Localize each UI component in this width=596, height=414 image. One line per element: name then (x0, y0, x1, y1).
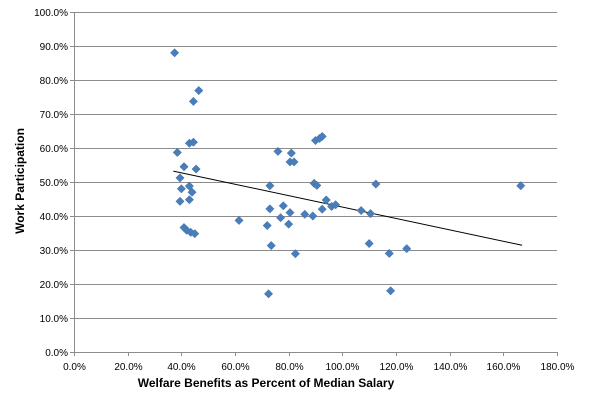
data-point (191, 164, 201, 174)
y-tick-labels: 0.0% 10.0% 20.0% 30.0% 40.0% 50.0% 60.0% 70.0% 8… (34, 8, 68, 359)
y-tick-label: 70.0% (40, 110, 68, 121)
data-point (263, 289, 274, 299)
data-point (308, 211, 318, 221)
axes (70, 12, 558, 356)
x-tick-label: 160.0% (487, 362, 521, 373)
y-tick-label: 50.0% (40, 178, 68, 189)
x-tick-label: 140.0% (434, 362, 468, 373)
data-point (234, 215, 244, 225)
data-point (190, 229, 200, 239)
data-point (290, 249, 300, 259)
y-tick-label: 90.0% (40, 42, 68, 53)
data-point (188, 96, 198, 106)
y-tick-label: 30.0% (40, 246, 68, 257)
data-point (285, 208, 295, 218)
data-point (384, 248, 394, 258)
x-tick-label: 60.0% (221, 362, 249, 373)
data-point (278, 201, 288, 211)
data-point (300, 209, 310, 219)
data-point (265, 181, 275, 191)
data-point (364, 238, 374, 249)
x-tick-labels: 0.0% 20.0% 40.0% 60.0% 80.0% 100.0% 120.0% 140.… (63, 362, 574, 373)
x-axis-title: Welfare Benefits as Percent of Median Sa… (138, 376, 395, 390)
data-point (371, 179, 381, 189)
y-axis-title: Work Participation (13, 128, 27, 234)
x-tick-label: 100.0% (326, 362, 360, 373)
y-tick-label: 10.0% (40, 314, 68, 325)
x-tick-label: 80.0% (275, 362, 303, 373)
data-point (188, 137, 198, 147)
data-point (184, 181, 194, 191)
data-point (317, 204, 327, 214)
x-tick-label: 0.0% (63, 362, 86, 373)
data-point (172, 147, 182, 157)
data-point (175, 173, 185, 183)
data-point (516, 181, 526, 191)
data-point (262, 220, 272, 231)
x-tick-label: 180.0% (541, 362, 575, 373)
data-point (312, 180, 322, 190)
data-point (317, 131, 327, 141)
data-points (170, 48, 526, 299)
data-point (265, 204, 275, 214)
data-point (170, 48, 180, 58)
data-point (286, 148, 296, 158)
y-tick-label: 100.0% (34, 8, 68, 19)
y-tick-label: 60.0% (40, 144, 68, 155)
data-point (289, 157, 299, 167)
data-point (184, 195, 194, 205)
data-point (179, 162, 189, 172)
y-tick-label: 0.0% (45, 348, 68, 359)
y-tick-label: 40.0% (40, 212, 68, 223)
data-point (365, 209, 376, 219)
data-point (276, 213, 286, 223)
data-point (321, 195, 331, 205)
x-tick-label: 120.0% (380, 362, 414, 373)
x-tick-label: 40.0% (167, 362, 195, 373)
y-tick-label: 20.0% (40, 280, 68, 291)
trendline (173, 170, 523, 246)
data-point (356, 206, 366, 216)
y-tick-label: 80.0% (40, 76, 68, 87)
gridlines (74, 12, 557, 319)
data-point (284, 219, 294, 229)
data-point (175, 196, 185, 206)
data-point (402, 244, 412, 254)
data-point (273, 146, 283, 156)
data-point (176, 184, 186, 194)
data-point (386, 286, 396, 296)
data-point (187, 187, 197, 197)
x-tick-label: 20.0% (114, 362, 142, 373)
data-point (331, 200, 341, 210)
trendline-layer (173, 170, 523, 246)
data-point (194, 85, 204, 96)
data-point (266, 241, 276, 251)
